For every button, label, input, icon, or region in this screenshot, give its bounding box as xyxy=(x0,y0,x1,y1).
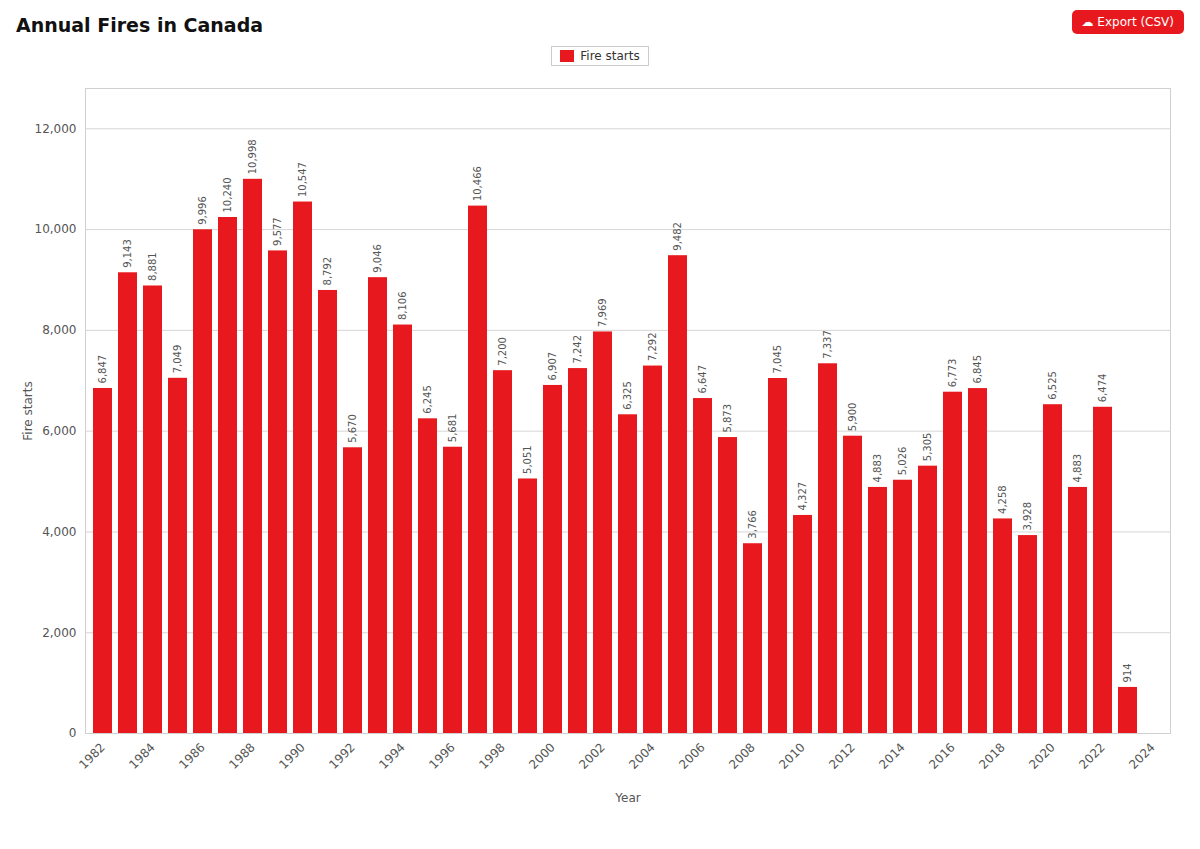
svg-text:2022: 2022 xyxy=(1076,740,1107,771)
svg-text:Year: Year xyxy=(614,791,640,805)
svg-text:5,670: 5,670 xyxy=(347,414,358,443)
svg-text:6,245: 6,245 xyxy=(422,385,433,414)
svg-text:1994: 1994 xyxy=(376,740,407,771)
svg-text:Fire starts: Fire starts xyxy=(21,381,35,440)
svg-text:2014: 2014 xyxy=(876,740,907,771)
svg-text:0: 0 xyxy=(69,726,77,740)
svg-text:10,466: 10,466 xyxy=(472,166,483,201)
svg-text:2000: 2000 xyxy=(526,740,557,771)
svg-text:8,792: 8,792 xyxy=(322,257,333,286)
svg-text:7,200: 7,200 xyxy=(497,337,508,366)
svg-text:914: 914 xyxy=(1122,663,1133,682)
html-text:Fire starts: Fire starts xyxy=(580,49,640,63)
svg-text:10,240: 10,240 xyxy=(222,178,233,213)
svg-text:7,337: 7,337 xyxy=(822,330,833,359)
svg-text:7,049: 7,049 xyxy=(172,345,183,374)
svg-text:5,051: 5,051 xyxy=(522,445,533,474)
svg-text:8,106: 8,106 xyxy=(397,291,408,320)
svg-text:7,242: 7,242 xyxy=(572,335,583,364)
svg-text:2024: 2024 xyxy=(1126,740,1157,771)
svg-text:5,305: 5,305 xyxy=(922,433,933,462)
svg-text:9,577: 9,577 xyxy=(272,217,283,246)
svg-text:4,258: 4,258 xyxy=(997,485,1008,514)
svg-text:1996: 1996 xyxy=(426,740,457,771)
svg-text:4,327: 4,327 xyxy=(797,482,808,511)
svg-text:5,026: 5,026 xyxy=(897,447,908,476)
svg-text:1984: 1984 xyxy=(126,740,157,771)
svg-text:4,883: 4,883 xyxy=(1072,454,1083,483)
svg-text:2,000: 2,000 xyxy=(42,626,76,640)
svg-text:9,482: 9,482 xyxy=(672,222,683,251)
svg-text:6,325: 6,325 xyxy=(622,381,633,410)
svg-text:3,928: 3,928 xyxy=(1022,502,1033,531)
svg-text:10,998: 10,998 xyxy=(247,139,258,174)
svg-text:6,773: 6,773 xyxy=(947,359,958,388)
svg-text:7,969: 7,969 xyxy=(597,298,608,327)
svg-text:2010: 2010 xyxy=(776,740,807,771)
svg-text:9,996: 9,996 xyxy=(197,196,208,225)
svg-text:12,000: 12,000 xyxy=(35,122,77,136)
svg-text:6,525: 6,525 xyxy=(1047,371,1058,400)
svg-text:5,873: 5,873 xyxy=(722,404,733,433)
svg-text:7,292: 7,292 xyxy=(647,332,658,361)
svg-text:2018: 2018 xyxy=(976,740,1007,771)
svg-text:10,000: 10,000 xyxy=(35,222,77,236)
svg-text:10,547: 10,547 xyxy=(297,162,308,197)
svg-text:2008: 2008 xyxy=(726,740,757,771)
svg-text:5,681: 5,681 xyxy=(447,414,458,443)
svg-text:6,847: 6,847 xyxy=(97,355,108,384)
svg-text:6,647: 6,647 xyxy=(697,365,708,394)
svg-text:2012: 2012 xyxy=(826,740,857,771)
svg-text:5,900: 5,900 xyxy=(847,403,858,432)
svg-text:2002: 2002 xyxy=(576,740,607,771)
svg-text:4,883: 4,883 xyxy=(872,454,883,483)
svg-text:4,000: 4,000 xyxy=(42,525,76,539)
svg-text:2006: 2006 xyxy=(676,740,707,771)
svg-text:2020: 2020 xyxy=(1026,740,1057,771)
svg-text:8,000: 8,000 xyxy=(42,323,76,337)
svg-text:2004: 2004 xyxy=(626,740,657,771)
svg-text:6,000: 6,000 xyxy=(42,424,76,438)
html-text:☁ Export (CSV): ☁ Export (CSV) xyxy=(1081,15,1174,29)
svg-text:1982: 1982 xyxy=(76,740,107,771)
svg-text:1992: 1992 xyxy=(326,740,357,771)
svg-text:7,045: 7,045 xyxy=(772,345,783,374)
svg-text:3,766: 3,766 xyxy=(747,510,758,539)
svg-text:1988: 1988 xyxy=(226,740,257,771)
svg-text:2016: 2016 xyxy=(926,740,957,771)
svg-text:9,046: 9,046 xyxy=(372,244,383,273)
svg-text:6,907: 6,907 xyxy=(547,352,558,381)
svg-text:1998: 1998 xyxy=(476,740,507,771)
svg-text:9,143: 9,143 xyxy=(122,239,133,268)
svg-text:8,881: 8,881 xyxy=(147,252,158,281)
svg-text:1990: 1990 xyxy=(276,740,307,771)
html-text:Annual Fires in Canada: Annual Fires in Canada xyxy=(16,14,264,36)
svg-text:1986: 1986 xyxy=(176,740,207,771)
svg-text:6,845: 6,845 xyxy=(972,355,983,384)
svg-text:6,474: 6,474 xyxy=(1097,374,1108,403)
